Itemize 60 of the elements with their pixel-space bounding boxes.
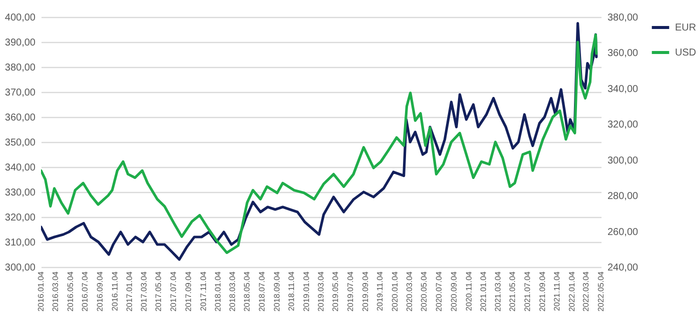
x-tick-label: 2017.03.04	[139, 270, 148, 312]
x-tick-label: 2021.05.04	[508, 270, 518, 312]
x-tick-label: 2021.07.04	[522, 270, 532, 312]
y2-tick-label: 360,00	[608, 48, 639, 60]
x-tick-label: 2016.11.04	[110, 270, 120, 311]
y-tick-label: 360,00	[4, 112, 36, 124]
x-tick-label: 2019.09.04	[360, 270, 370, 312]
y-tick-label: 340,00	[4, 162, 36, 174]
y-tick-label: 300,00	[4, 262, 36, 274]
y-tick-label: 310,00	[4, 238, 36, 248]
x-tick-label: 2017.05.04	[154, 270, 164, 312]
x-tick-label: 2021.01.04	[479, 270, 488, 312]
y-tick-label: 390,00	[4, 38, 36, 48]
y2-tick-label: 320,00	[608, 120, 639, 131]
x-tick-label: 2020.01.04	[390, 270, 400, 312]
x-tick-label: 2016.05.04	[66, 270, 75, 312]
x-tick-label: 2017.11.04	[198, 270, 208, 311]
y-tick-label: 370,00	[4, 88, 36, 98]
y-tick-label: 330,00	[4, 188, 36, 198]
x-tick-label: 2018.11.04	[287, 270, 296, 311]
y2-tick-label: 380,00	[608, 12, 639, 24]
x-tick-label: 2018.09.04	[272, 270, 282, 312]
x-tick-label: 2021.11.04	[552, 270, 562, 311]
x-tick-label: 2020.11.04	[464, 270, 474, 311]
x-tick-label: 2019.07.04	[346, 270, 355, 312]
y2-tick-label: 300,00	[608, 155, 639, 166]
x-tick-label: 2017.01.04	[125, 270, 134, 312]
x-tick-label: 2018.05.04	[242, 270, 252, 312]
x-tick-label: 2016.09.04	[96, 270, 105, 312]
y2-tick-label: 280,00	[608, 191, 639, 202]
x-tick-label: 2020.05.04	[420, 270, 429, 312]
y-tick-label: 350,00	[4, 138, 36, 148]
y2-tick-label: 260,00	[608, 226, 639, 238]
x-tick-label: 2020.09.04	[449, 270, 458, 312]
y2-tick-label: 340,00	[608, 84, 639, 95]
x-tick-label: 2018.01.04	[214, 270, 223, 312]
x-tick-label: 2016.03.04	[51, 270, 60, 312]
x-tick-label: 2019.11.04	[376, 270, 385, 311]
x-tick-label: 2019.01.04	[302, 270, 311, 312]
x-tick-label: 2018.03.04	[228, 270, 237, 312]
x-tick-label: 2021.03.04	[493, 270, 502, 312]
x-tick-label: 2018.07.04	[257, 270, 266, 312]
x-tick-label: 2020.03.04	[404, 270, 414, 312]
x-tick-label: 2022.01.04	[567, 270, 576, 312]
y2-tick-label: 240,00	[608, 262, 639, 274]
x-tick-label: 2017.09.04	[184, 270, 194, 312]
x-tick-label: 2022.05.04	[596, 270, 606, 312]
legend-label: EUR	[675, 22, 696, 34]
legend-label: USD	[675, 48, 696, 58]
y-tick-label: 380,00	[4, 62, 36, 74]
y-tick-label: 320,00	[4, 212, 36, 224]
x-tick-label: 2019.05.04	[331, 270, 340, 312]
x-tick-label: 2016.07.04	[80, 270, 90, 312]
x-tick-label: 2019.03.04	[316, 270, 326, 312]
y-tick-label: 400,00	[4, 12, 36, 24]
x-tick-label: 2022.03.04	[582, 270, 591, 312]
x-tick-label: 2017.07.04	[168, 270, 178, 312]
x-tick-label: 2016.01.04	[36, 270, 46, 312]
x-tick-label: 2020.07.04	[434, 270, 444, 312]
x-tick-label: 2021.09.04	[538, 270, 547, 312]
